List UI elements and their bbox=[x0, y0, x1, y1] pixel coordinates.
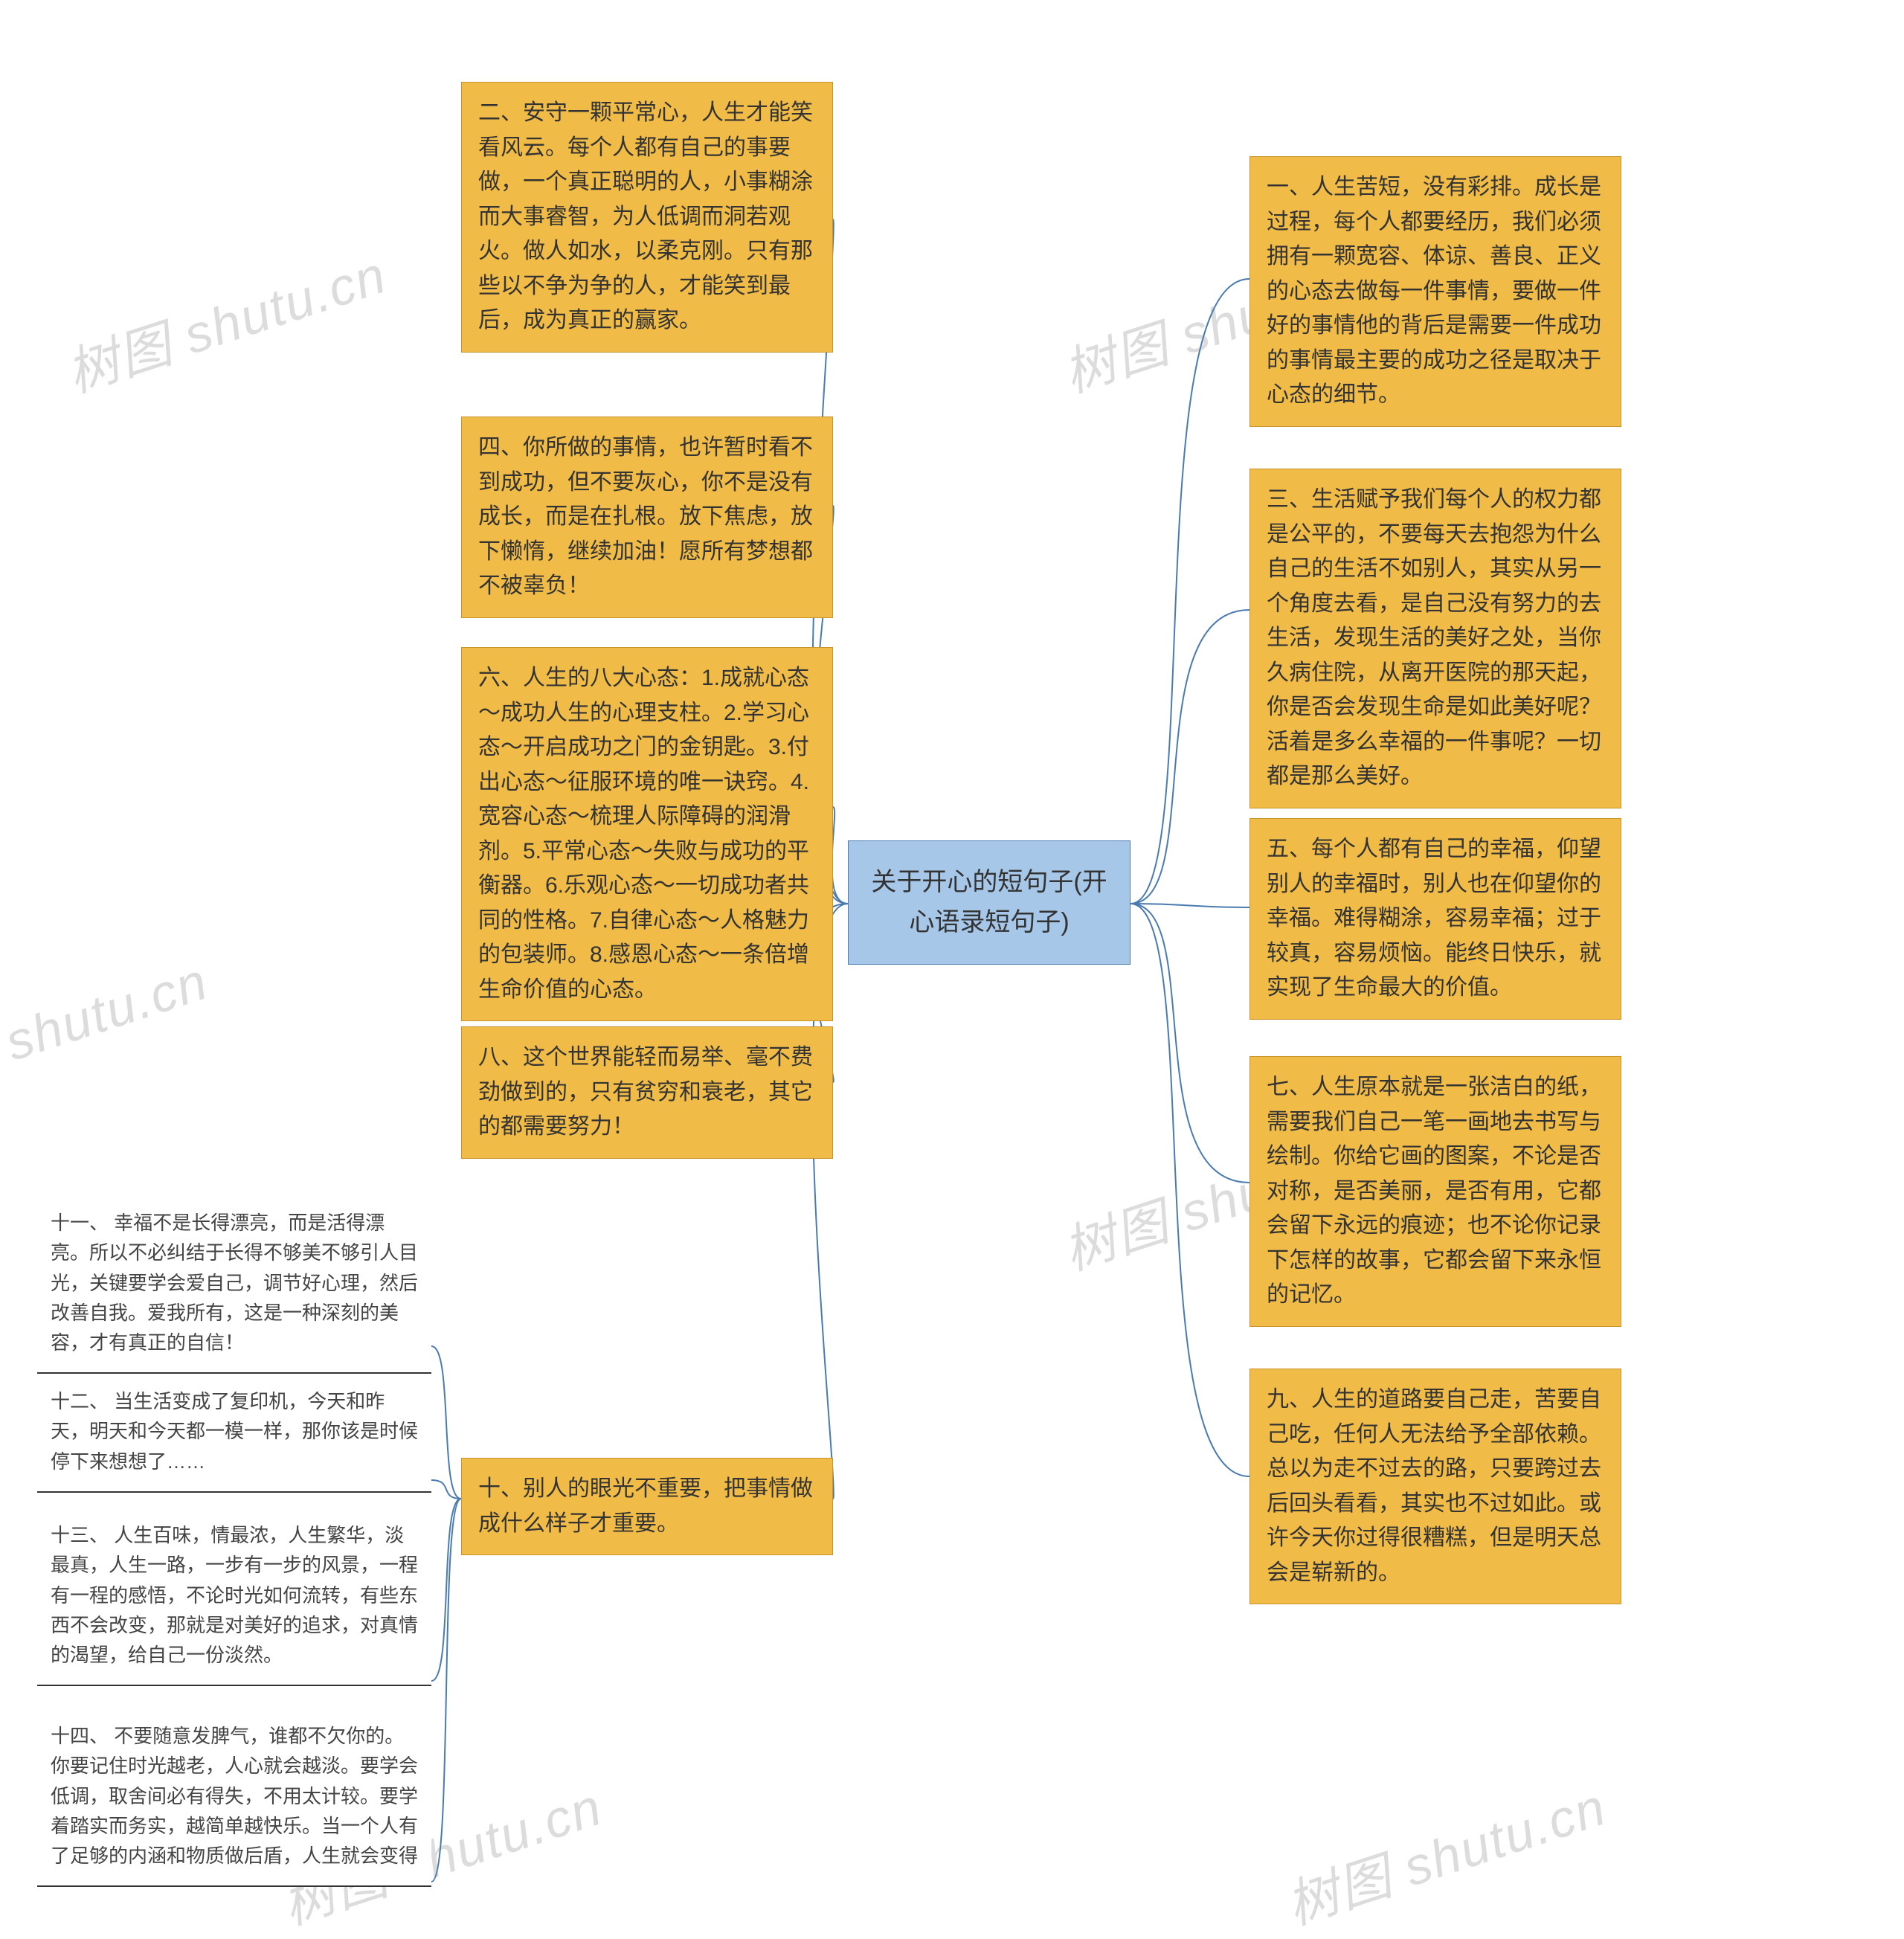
branch-node-3[interactable]: 三、生活赋予我们每个人的权力都是公平的，不要每天去抱怨为什么自己的生活不如别人，… bbox=[1250, 469, 1621, 808]
edge bbox=[1130, 904, 1250, 907]
edge bbox=[1130, 904, 1250, 1476]
edge bbox=[1130, 610, 1250, 904]
edge bbox=[431, 1346, 461, 1499]
center-node[interactable]: 关于开心的短句子(开心语录短句子) bbox=[848, 840, 1130, 965]
edge bbox=[832, 807, 848, 904]
mindmap-canvas: 树图 shutu.cn 树图 shutu.cn 树图 shutu.cn 树图 s… bbox=[0, 0, 1904, 1890]
sub-node-13[interactable]: 十三、 人生百味，情最浓，人生繁华，淡最真，人生一路，一步有一步的风景，一程有一… bbox=[37, 1510, 431, 1686]
edge bbox=[431, 1499, 461, 1882]
edge bbox=[1130, 279, 1250, 904]
sub-node-11[interactable]: 十一、 幸福不是长得漂亮，而是活得漂亮。所以不必纠结于长得不够美不够引人目光，关… bbox=[37, 1197, 431, 1374]
edge bbox=[431, 1480, 461, 1499]
edge bbox=[1130, 904, 1250, 1183]
branch-node-7[interactable]: 七、人生原本就是一张洁白的纸，需要我们自己一笔一画地去书写与绘制。你给它画的图案… bbox=[1250, 1056, 1621, 1327]
branch-node-8[interactable]: 八、这个世界能轻而易举、毫不费劲做到的，只有贫穷和衰老，其它的都需要努力！ bbox=[461, 1026, 833, 1159]
sub-node-12[interactable]: 十二、 当生活变成了复印机，今天和昨天，明天和今天都一模一样，那你该是时候停下来… bbox=[37, 1376, 431, 1493]
branch-node-6[interactable]: 六、人生的八大心态：1.成就心态～成功人生的心理支柱。2.学习心态～开启成功之门… bbox=[461, 647, 833, 1021]
branch-node-10[interactable]: 十、别人的眼光不重要，把事情做成什么样子才重要。 bbox=[461, 1458, 833, 1555]
branch-node-2[interactable]: 二、安守一颗平常心，人生才能笑看风云。每个人都有自己的事要做，一个真正聪明的人，… bbox=[461, 82, 833, 353]
sub-node-14[interactable]: 十四、 不要随意发脾气，谁都不欠你的。你要记住时光越老，人心就会越淡。要学会低调… bbox=[37, 1711, 431, 1887]
branch-node-4[interactable]: 四、你所做的事情，也许暂时看不到成功，但不要灰心，你不是没有成长，而是在扎根。放… bbox=[461, 417, 833, 618]
branch-node-5[interactable]: 五、每个人都有自己的幸福，仰望别人的幸福时，别人也在仰望你的幸福。难得糊涂，容易… bbox=[1250, 818, 1621, 1020]
branch-node-9[interactable]: 九、人生的道路要自己走，苦要自己吃，任何人无法给予全部依赖。总以为走不过去的路，… bbox=[1250, 1369, 1621, 1604]
watermark: 树图 shutu.cn bbox=[0, 940, 216, 1114]
branch-node-1[interactable]: 一、人生苦短，没有彩排。成长是过程，每个人都要经历，我们必须拥有一颗宽容、体谅、… bbox=[1250, 156, 1621, 427]
watermark: 树图 shutu.cn bbox=[56, 234, 394, 408]
edge bbox=[431, 1499, 461, 1681]
watermark: 树图 shutu.cn bbox=[1276, 1766, 1614, 1939]
